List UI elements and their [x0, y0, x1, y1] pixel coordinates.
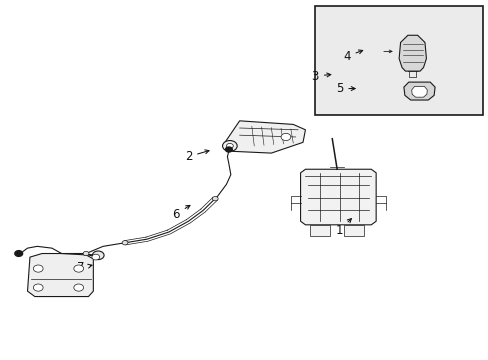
Polygon shape	[411, 86, 427, 97]
FancyBboxPatch shape	[315, 6, 483, 116]
Polygon shape	[310, 225, 329, 235]
Text: 2: 2	[184, 150, 208, 163]
Polygon shape	[344, 225, 363, 235]
Circle shape	[33, 284, 43, 291]
Polygon shape	[300, 169, 375, 225]
Circle shape	[15, 251, 22, 256]
Circle shape	[74, 265, 83, 272]
Circle shape	[92, 251, 104, 260]
Circle shape	[33, 265, 43, 272]
Circle shape	[222, 140, 237, 151]
Text: 3: 3	[311, 69, 330, 82]
Polygon shape	[403, 82, 434, 100]
Circle shape	[83, 251, 89, 256]
Polygon shape	[224, 121, 305, 153]
Circle shape	[281, 134, 290, 140]
Polygon shape	[27, 253, 93, 297]
Circle shape	[212, 197, 218, 201]
Circle shape	[226, 143, 233, 148]
Text: 5: 5	[335, 82, 354, 95]
Text: 1: 1	[335, 219, 351, 237]
Text: 6: 6	[172, 206, 189, 221]
Circle shape	[92, 254, 100, 260]
Polygon shape	[398, 35, 426, 71]
Circle shape	[74, 284, 83, 291]
Circle shape	[122, 240, 128, 245]
Circle shape	[225, 147, 232, 152]
Text: 4: 4	[343, 50, 362, 63]
Text: 7: 7	[77, 261, 92, 274]
